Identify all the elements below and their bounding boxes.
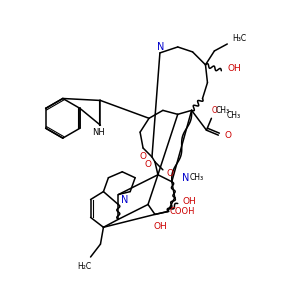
Text: COOH: COOH [170,207,195,216]
Text: O: O [212,106,217,115]
Text: NH: NH [92,128,105,137]
Text: N: N [182,173,189,183]
Text: O: O [225,130,232,140]
Text: CH₃: CH₃ [226,111,240,120]
Text: H₃C: H₃C [232,34,246,43]
Text: O: O [166,169,173,178]
Text: OH: OH [183,197,196,206]
Text: H₂C: H₂C [77,262,92,272]
Text: OH: OH [227,64,241,73]
Text: CH₃: CH₃ [215,106,230,115]
Text: O: O [140,152,147,161]
Text: O: O [145,160,152,169]
Text: N: N [157,42,165,52]
Text: N: N [121,194,128,205]
Text: CH₃: CH₃ [190,173,204,182]
Text: OH: OH [153,222,167,231]
